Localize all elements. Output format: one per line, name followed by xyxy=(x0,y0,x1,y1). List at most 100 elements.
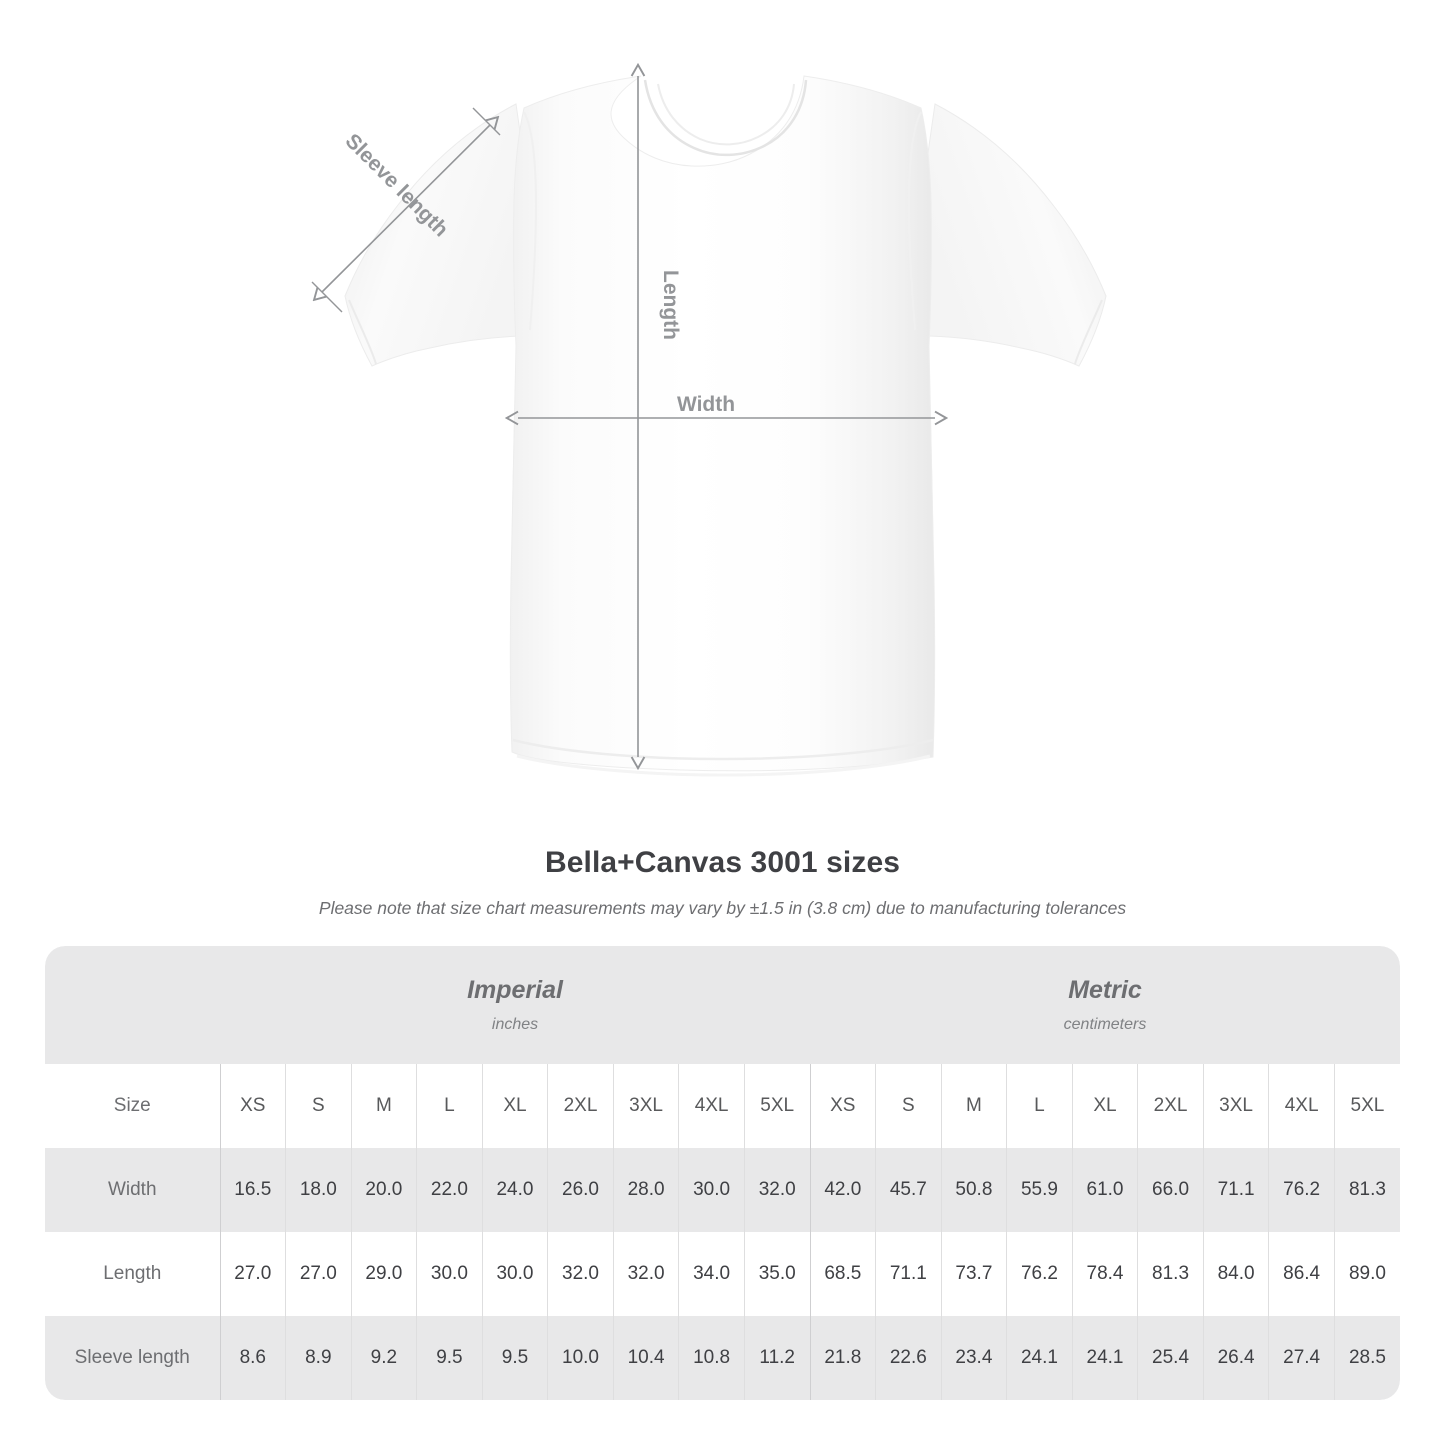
unit-group-row: Imperial inches Metric centimeters xyxy=(45,946,1400,1064)
cell-width-met-2xl: 66.0 xyxy=(1137,1148,1204,1232)
bottom-hem xyxy=(512,738,934,761)
cell-width-imp-3xl: 28.0 xyxy=(612,1148,679,1232)
table-row: Length 27.0 27.0 29.0 30.0 30.0 32.0 32.… xyxy=(45,1232,1400,1316)
size-diagram: Length Width Sleeve length xyxy=(311,0,1107,777)
size-header-met-4xl: 4XL xyxy=(1268,1064,1335,1148)
unit-group-metric: Metric centimeters xyxy=(810,946,1400,1064)
right-sleeve xyxy=(926,103,1107,367)
unit-group-imperial-name: Imperial xyxy=(467,976,563,1004)
cell-length-met-xl: 78.4 xyxy=(1071,1232,1138,1316)
cell-sleeve-met-s: 22.6 xyxy=(875,1316,942,1400)
cell-length-met-m: 73.7 xyxy=(940,1232,1007,1316)
size-header-met-xl: XL xyxy=(1071,1064,1138,1148)
unit-group-imperial-sub: inches xyxy=(491,1016,539,1033)
size-header-met-s: S xyxy=(875,1064,942,1148)
tshirt-diagram-svg: Length Width Sleeve length xyxy=(311,0,1107,777)
cell-length-imp-3xl: 32.0 xyxy=(612,1232,679,1316)
cell-width-imp-xl: 24.0 xyxy=(481,1148,548,1232)
sleeve-length-arrow xyxy=(322,125,490,292)
tshirt-garment xyxy=(344,75,1107,777)
size-header-met-3xl: 3XL xyxy=(1202,1064,1269,1148)
table-row: Sleeve length 8.6 8.9 9.2 9.5 9.5 10.0 1… xyxy=(45,1316,1400,1400)
sleeve-tick-top xyxy=(472,107,501,136)
cell-sleeve-imp-xs: 8.6 xyxy=(219,1316,286,1400)
size-header-imp-xl: XL xyxy=(481,1064,548,1148)
length-label: Length xyxy=(659,270,682,340)
size-header-met-5xl: 5XL xyxy=(1333,1064,1400,1148)
size-header-met-m: M xyxy=(940,1064,1007,1148)
cell-length-imp-m: 29.0 xyxy=(350,1232,417,1316)
cell-width-met-4xl: 76.2 xyxy=(1268,1148,1335,1232)
unit-row-spacer xyxy=(45,946,220,1064)
cell-width-imp-2xl: 26.0 xyxy=(547,1148,614,1232)
cell-length-imp-2xl: 32.0 xyxy=(547,1232,614,1316)
cell-width-met-xl: 61.0 xyxy=(1071,1148,1138,1232)
cell-width-imp-m: 20.0 xyxy=(350,1148,417,1232)
tolerance-note: Please note that size chart measurements… xyxy=(318,898,1127,918)
size-header-imp-s: S xyxy=(285,1064,352,1148)
cell-sleeve-met-3xl: 26.4 xyxy=(1202,1316,1269,1400)
size-corner-label: Size xyxy=(45,1064,220,1148)
right-sleeve-hem xyxy=(1074,299,1103,365)
cell-sleeve-imp-5xl: 11.2 xyxy=(743,1316,811,1400)
size-header-imp-5xl: 5XL xyxy=(743,1064,811,1148)
cell-width-met-xs: 42.0 xyxy=(809,1148,876,1232)
left-shoulder-seam xyxy=(523,111,538,331)
width-label: Width xyxy=(677,393,735,416)
cell-length-met-3xl: 84.0 xyxy=(1202,1232,1269,1316)
cell-width-imp-4xl: 30.0 xyxy=(678,1148,745,1232)
cell-sleeve-met-m: 23.4 xyxy=(940,1316,1007,1400)
cell-sleeve-met-4xl: 27.4 xyxy=(1268,1316,1335,1400)
left-sleeve-hem xyxy=(348,299,377,365)
cell-sleeve-imp-m: 9.2 xyxy=(350,1316,417,1400)
cell-sleeve-imp-4xl: 10.8 xyxy=(678,1316,745,1400)
cell-sleeve-imp-xl: 9.5 xyxy=(481,1316,548,1400)
row-label-width: Width xyxy=(45,1148,220,1232)
cell-width-met-3xl: 71.1 xyxy=(1202,1148,1269,1232)
cell-width-imp-s: 18.0 xyxy=(285,1148,352,1232)
size-header-imp-2xl: 2XL xyxy=(547,1064,614,1148)
size-header-imp-3xl: 3XL xyxy=(612,1064,679,1148)
cell-sleeve-met-2xl: 25.4 xyxy=(1137,1316,1204,1400)
cell-sleeve-met-5xl: 28.5 xyxy=(1333,1316,1400,1400)
row-label-sleeve-length: Sleeve length xyxy=(45,1316,220,1400)
table-row: Width 16.5 18.0 20.0 22.0 24.0 26.0 28.0… xyxy=(45,1148,1400,1232)
page-title: Bella+Canvas 3001 sizes xyxy=(544,846,901,879)
size-header-met-l: L xyxy=(1006,1064,1073,1148)
cell-sleeve-imp-2xl: 10.0 xyxy=(547,1316,614,1400)
collar-outer xyxy=(643,79,808,157)
cell-width-imp-5xl: 32.0 xyxy=(743,1148,811,1232)
cell-sleeve-imp-l: 9.5 xyxy=(416,1316,483,1400)
sleeve-tick-bottom xyxy=(311,281,343,313)
cell-length-imp-xl: 30.0 xyxy=(481,1232,548,1316)
size-header-row: Size XS S M L XL 2XL 3XL 4XL 5XL XS S M … xyxy=(45,1064,1400,1148)
cell-length-imp-l: 30.0 xyxy=(416,1232,483,1316)
cell-sleeve-met-l: 24.1 xyxy=(1006,1316,1073,1400)
cell-length-met-xs: 68.5 xyxy=(809,1232,876,1316)
cell-length-imp-5xl: 35.0 xyxy=(743,1232,811,1316)
cell-width-imp-l: 22.0 xyxy=(416,1148,483,1232)
size-header-met-2xl: 2XL xyxy=(1137,1064,1204,1148)
size-header-imp-4xl: 4XL xyxy=(678,1064,745,1148)
unit-group-metric-sub: centimeters xyxy=(1063,1016,1147,1033)
size-header-imp-m: M xyxy=(350,1064,417,1148)
cell-length-met-l: 76.2 xyxy=(1006,1232,1073,1316)
cell-length-met-5xl: 89.0 xyxy=(1333,1232,1400,1316)
cell-sleeve-met-xs: 21.8 xyxy=(809,1316,876,1400)
cell-width-met-l: 55.9 xyxy=(1006,1148,1073,1232)
cell-width-met-5xl: 81.3 xyxy=(1333,1148,1400,1232)
collar-inner xyxy=(657,83,795,146)
cell-length-met-s: 71.1 xyxy=(875,1232,942,1316)
cell-sleeve-imp-3xl: 10.4 xyxy=(612,1316,679,1400)
right-shoulder-seam xyxy=(907,111,922,331)
cell-sleeve-imp-s: 8.9 xyxy=(285,1316,352,1400)
chart-heading: Bella+Canvas 3001 sizes Please note that… xyxy=(0,845,1445,919)
cell-width-met-m: 50.8 xyxy=(940,1148,1007,1232)
cell-width-met-s: 45.7 xyxy=(875,1148,942,1232)
cell-length-imp-s: 27.0 xyxy=(285,1232,352,1316)
shirt-body xyxy=(509,75,936,772)
cell-length-met-2xl: 81.3 xyxy=(1137,1232,1204,1316)
cell-length-imp-xs: 27.0 xyxy=(219,1232,286,1316)
size-chart-table: Imperial inches Metric centimeters Size … xyxy=(45,946,1400,1400)
size-header-imp-l: L xyxy=(416,1064,483,1148)
